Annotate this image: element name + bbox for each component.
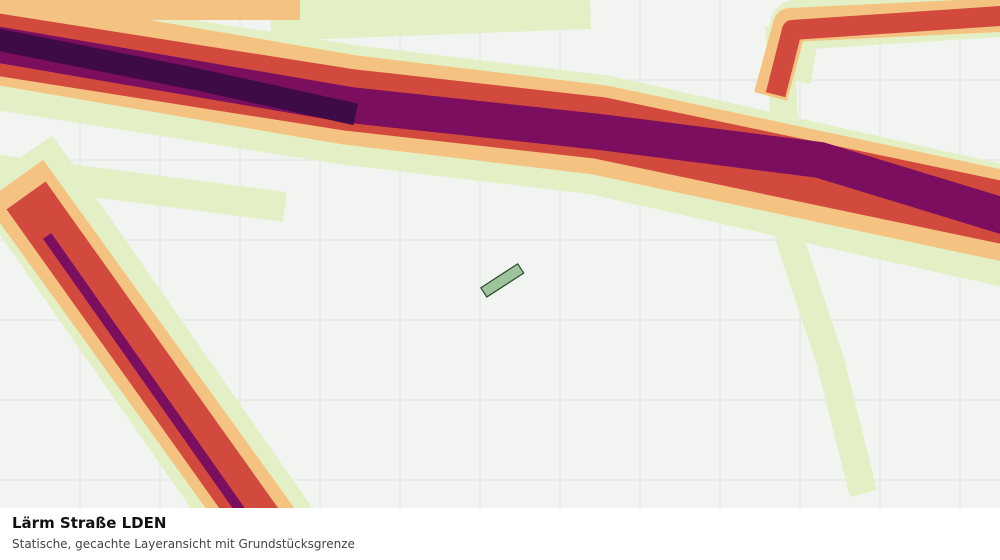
map-subtitle: Statische, gecachte Layeransicht mit Gru… — [12, 537, 355, 551]
noise-map — [0, 0, 1000, 508]
noise-bands — [0, 0, 1000, 508]
parcel-boundary — [479, 262, 525, 298]
caption: Lärm Straße LDEN Statische, gecachte Lay… — [0, 508, 1000, 560]
map-title: Lärm Straße LDEN — [12, 514, 167, 532]
